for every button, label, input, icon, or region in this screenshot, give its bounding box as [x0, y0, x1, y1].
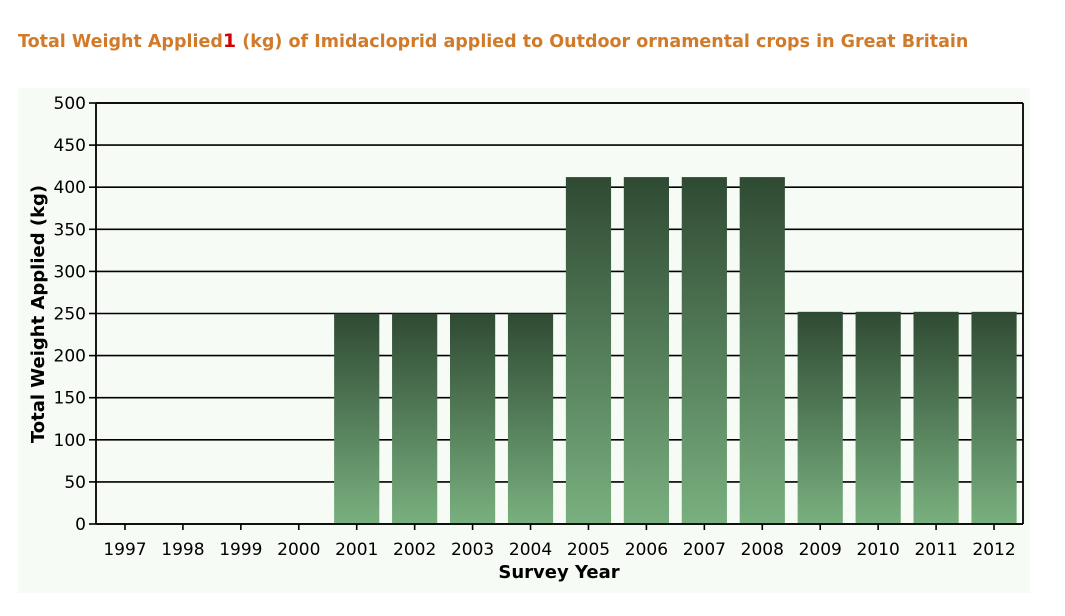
chart-title-rest: (kg) of Imidacloprid applied to Outdoor …	[236, 32, 969, 52]
y-tick-label: 50	[64, 473, 86, 493]
x-tick-label-1999: 1999	[219, 540, 262, 560]
y-tick-label: 350	[54, 220, 86, 240]
x-tick-label-2004: 2004	[509, 540, 552, 560]
x-tick-label-2000: 2000	[277, 540, 320, 560]
bar-2005	[565, 177, 612, 524]
y-tick-label: 400	[54, 178, 86, 198]
bar-2007	[681, 177, 727, 524]
x-tick-label-2011: 2011	[914, 540, 957, 560]
chart-title-main: Total Weight Applied	[18, 32, 223, 52]
y-tick-labels: 0 50 100 150 200 250 300 350 400 450 500	[54, 94, 86, 535]
bar-2003	[449, 313, 496, 524]
x-tick-label-2003: 2003	[451, 540, 494, 560]
bar-2011	[913, 311, 959, 524]
y-tick-label: 0	[75, 515, 86, 535]
x-tick-label-2007: 2007	[683, 540, 726, 560]
y-tick-label: 500	[54, 94, 86, 114]
axes	[95, 102, 1024, 525]
y-tick-label: 450	[54, 136, 86, 156]
y-tick-label: 300	[54, 262, 86, 282]
y-tick-label: 250	[54, 305, 86, 325]
x-tick-labels: 1997 1998 1999 2000 2001 2002 2003 2004 2005 2006…	[103, 524, 1016, 560]
bar-2012	[971, 311, 1017, 524]
y-axis-title: Total Weight Applied (kg)	[28, 185, 49, 443]
x-tick-label-2012: 2012	[972, 540, 1015, 560]
x-tick-label-2008: 2008	[741, 540, 784, 560]
chart-title: Total Weight Applied1 (kg) of Imidaclopr…	[18, 30, 968, 52]
bar-2001	[334, 313, 380, 524]
bars	[334, 177, 1017, 524]
bar-2002	[392, 313, 438, 524]
footnote-marker: 1	[222, 30, 237, 52]
bar-2008	[739, 177, 785, 524]
y-tick-label: 150	[54, 389, 86, 409]
bar-2009	[797, 311, 843, 524]
x-tick-label-2001: 2001	[335, 540, 378, 560]
x-tick-label-1997: 1997	[103, 540, 146, 560]
y-tick-label: 200	[54, 347, 86, 367]
x-tick-label-2010: 2010	[857, 540, 900, 560]
bar-2010	[855, 311, 901, 524]
x-tick-label-2006: 2006	[625, 540, 668, 560]
x-tick-label-2009: 2009	[799, 540, 842, 560]
y-tick-label: 100	[54, 431, 86, 451]
x-tick-label-1998: 1998	[161, 540, 204, 560]
x-tick-label-2005: 2005	[567, 540, 610, 560]
x-axis-title: Survey Year	[498, 562, 619, 583]
bar-2006	[623, 177, 670, 524]
bar-2004	[507, 313, 554, 524]
x-tick-label-2002: 2002	[393, 540, 436, 560]
